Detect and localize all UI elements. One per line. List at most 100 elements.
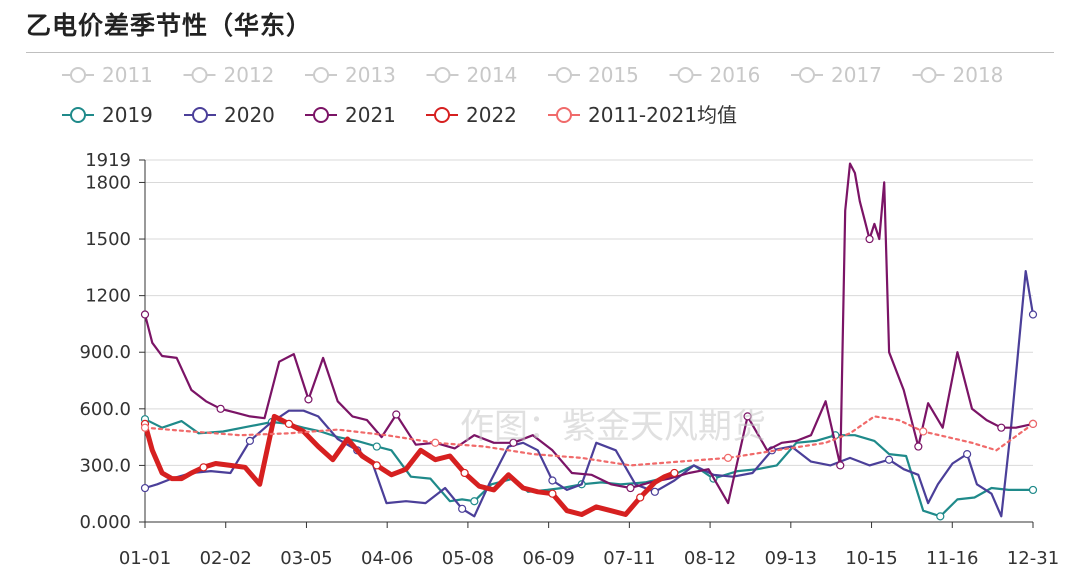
y-tick-label: 900.0 — [79, 342, 131, 363]
x-tick-label: 11-16 — [926, 548, 978, 569]
series-point — [372, 461, 381, 470]
series-point — [392, 410, 401, 419]
series-point — [304, 395, 313, 404]
legend-item-2020[interactable]: 2020 — [184, 103, 275, 127]
y-tick-label: 1500 — [85, 229, 131, 250]
legend-label: 2013 — [345, 63, 396, 87]
legend-item-2013[interactable]: 2013 — [305, 63, 396, 87]
series-point — [548, 476, 557, 485]
series-point — [884, 455, 894, 464]
x-tick-label: 08-12 — [684, 548, 736, 569]
series-point — [636, 493, 645, 502]
legend-item-2014[interactable]: 2014 — [426, 63, 518, 87]
series-point — [548, 489, 557, 498]
series-point — [650, 487, 659, 496]
legend-item-2022[interactable]: 2022 — [426, 103, 517, 127]
title-divider — [26, 52, 1054, 53]
legend-item-2011-2021均值[interactable]: 2011-2021均值 — [548, 103, 737, 127]
series-point — [997, 423, 1006, 432]
legend-swatch-marker — [434, 107, 450, 123]
series-point — [509, 438, 518, 447]
legend-swatch-marker — [313, 67, 329, 83]
x-tick-label: 07-11 — [603, 548, 655, 569]
legend-label: 2014 — [467, 63, 518, 87]
series-point — [723, 453, 733, 462]
legend-swatch-marker — [556, 67, 572, 83]
series-line-2011-2021均值 — [143, 415, 1035, 467]
series-point — [626, 483, 635, 493]
legend-label: 2011-2021均值 — [588, 103, 737, 127]
y-tick-label: 1800 — [85, 172, 131, 193]
series-line-2020 — [143, 270, 1035, 518]
x-tick-label: 01-01 — [119, 548, 171, 569]
series-point — [865, 234, 874, 244]
legend-swatch-marker — [434, 67, 451, 83]
legend-swatch-marker — [556, 107, 572, 123]
series-point — [914, 442, 923, 451]
legend-swatch-marker — [313, 107, 329, 123]
series-point — [836, 461, 845, 470]
legend-label: 2017 — [831, 63, 882, 87]
series-point — [140, 423, 150, 432]
series-point — [284, 419, 294, 429]
legend-swatch-marker — [192, 107, 208, 123]
series-line-2019 — [143, 418, 1035, 518]
y-tick-label: 1919 — [85, 150, 131, 171]
legend-item-2021[interactable]: 2021 — [305, 103, 396, 127]
y-tick-label: 0.000 — [79, 512, 131, 533]
x-tick-label: 06-09 — [522, 548, 574, 569]
legend-label: 2020 — [224, 103, 275, 127]
legend-swatch-marker — [70, 67, 86, 83]
y-tick-label: 300.0 — [79, 455, 131, 476]
series-point — [199, 463, 208, 472]
x-tick-label: 03-05 — [280, 548, 332, 569]
legend-label: 2022 — [466, 103, 517, 127]
x-tick-label: 12-31 — [1007, 548, 1059, 569]
legend-item-2019[interactable]: 2019 — [62, 103, 153, 127]
series-point — [470, 497, 479, 506]
legend-label: 2019 — [102, 103, 153, 127]
legend-swatch-marker — [920, 67, 937, 83]
series-line-2022 — [142, 413, 677, 517]
series-point — [460, 468, 469, 478]
series-point — [216, 404, 225, 413]
x-tick-label: 09-13 — [765, 548, 817, 569]
legend-item-2015[interactable]: 2015 — [548, 63, 639, 87]
legend-item-2017[interactable]: 2017 — [791, 63, 882, 87]
series-point — [1028, 419, 1038, 429]
legend-label: 2018 — [953, 63, 1004, 87]
legend-label: 2012 — [224, 63, 275, 87]
page-title: 乙电价差季节性（华东） — [26, 11, 313, 40]
series-point — [963, 449, 972, 459]
x-tick-label: 05-08 — [442, 548, 494, 569]
series-point — [1028, 485, 1038, 495]
legend-item-2011[interactable]: 2011 — [62, 63, 153, 87]
legend-swatch-marker — [70, 107, 86, 123]
series-point — [458, 504, 467, 513]
watermark: 作图：紫金天风期货 — [460, 407, 766, 447]
y-tick-label: 600.0 — [79, 399, 131, 420]
series-point — [743, 412, 752, 421]
series-point — [919, 427, 928, 436]
series-point — [245, 436, 255, 445]
legend-label: 2016 — [710, 63, 761, 87]
series-point — [936, 512, 945, 521]
legend-item-2016[interactable]: 2016 — [669, 63, 761, 87]
chart-series — [140, 162, 1038, 521]
legend-swatch-marker — [191, 67, 208, 83]
series-point — [431, 438, 440, 447]
x-tick-label: 04-06 — [361, 548, 413, 569]
series-point — [140, 310, 150, 319]
legend-swatch-marker — [677, 67, 694, 83]
legend-item-2018[interactable]: 2018 — [912, 63, 1004, 87]
legend-label: 2015 — [588, 63, 639, 87]
series-point — [670, 468, 679, 478]
y-tick-label: 1200 — [85, 286, 131, 307]
chart-legend: 2011 2012 2013 2014 2015 2016 2017 2018 2019 2020… — [62, 63, 1003, 127]
legend-item-2012[interactable]: 2012 — [183, 63, 275, 87]
series-point — [140, 483, 150, 493]
series-point — [1028, 310, 1038, 319]
series-line-2021 — [143, 162, 1035, 505]
